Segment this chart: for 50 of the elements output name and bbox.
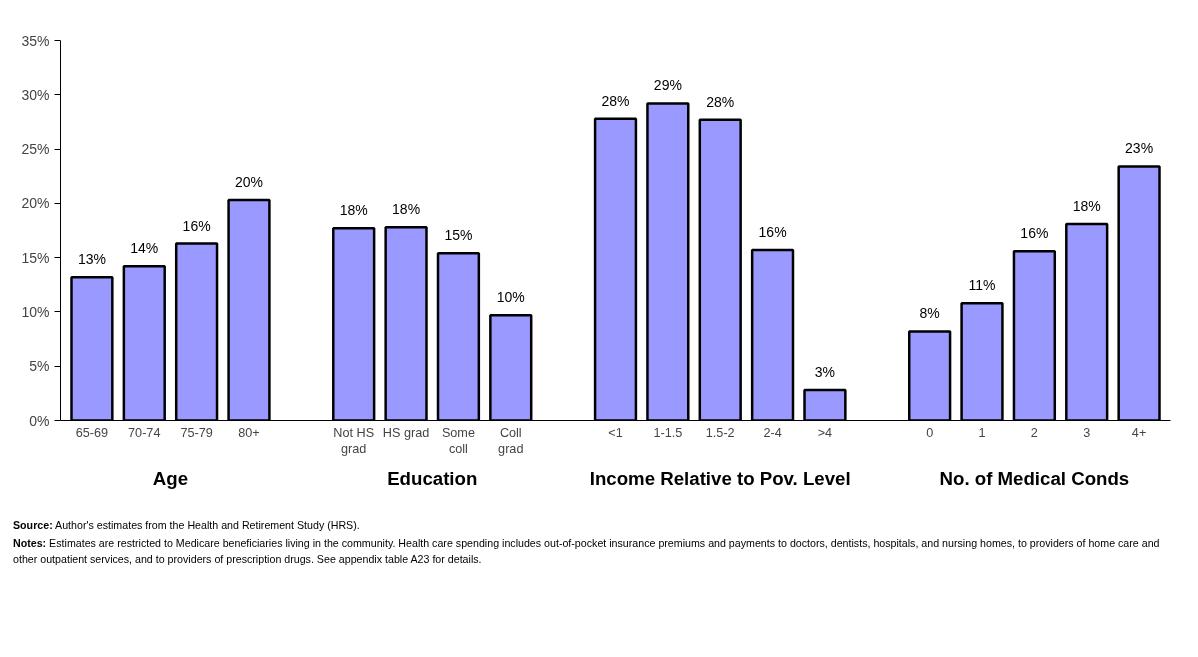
text: Notes: Estimates are restricted to Medicare beneficiaries living in the community. Health care spending includes out-of-pocket insurance premiums and payments to doctors, dentists, hospitals, and nursing homes, to providers of home care and other outpatient services, and to providers of prescription drugs. See appendix table A23 for details. [13, 536, 1161, 567]
data-label: 20% [234, 174, 264, 191]
data-label: 16% [182, 217, 211, 234]
data-label: 3% [814, 364, 836, 381]
text: No. of Medical Conds [939, 467, 1130, 489]
data-label: 16% [1020, 225, 1049, 242]
y-tick-label: 15% [21, 249, 50, 266]
y-tick-label: 30% [21, 86, 50, 103]
x-tick-label: 1.5-2 [705, 425, 735, 440]
x-tick-label: 1 [978, 425, 986, 440]
data-label: 15% [444, 227, 473, 244]
x-tick-label: 4+ [1131, 425, 1147, 440]
data-label: 28% [601, 92, 630, 109]
y-tick-label: 25% [21, 141, 50, 158]
x-tick-label: 2-4 [763, 425, 782, 440]
y-tick-label: 35% [21, 32, 50, 49]
x-tick-label: 0 [926, 425, 934, 440]
data-label: 11% [968, 277, 996, 294]
x-tick-label: 65-69 [75, 425, 109, 440]
x-tick-label: 80+ [238, 425, 260, 440]
y-tick-label: 0% [29, 412, 50, 429]
data-label: 29% [653, 77, 682, 94]
x-tick-label: 2 [1030, 425, 1038, 440]
data-label: 10% [496, 289, 525, 306]
data-label: 18% [1072, 197, 1101, 214]
text: Age [152, 467, 189, 489]
text: Education [387, 467, 478, 489]
data-label: 23% [1125, 140, 1154, 157]
data-label: 13% [77, 251, 106, 268]
data-label: 18% [339, 202, 368, 219]
source-note: Source: Author's estimates from the Health and Retirement Study (HRS). [13, 518, 361, 533]
data-label: 16% [758, 224, 787, 241]
x-tick-label: 1-1.5 [653, 425, 683, 440]
x-tick-label: Coll grad [498, 425, 524, 457]
x-tick-label: 70-74 [128, 425, 161, 440]
data-label: 8% [919, 305, 940, 322]
data-label: 18% [392, 201, 421, 218]
y-tick-label: 10% [21, 303, 50, 320]
x-tick-label: >4 [817, 425, 833, 440]
data-label: 28% [706, 93, 735, 110]
text: Income Relative to Pov. Level [589, 467, 851, 489]
x-tick-label: Some coll [441, 425, 475, 457]
x-tick-label: Not HS grad [333, 425, 375, 457]
y-tick-label: 5% [29, 358, 50, 375]
x-tick-label: 3 [1083, 425, 1091, 440]
x-tick-label: HS grad [382, 425, 430, 440]
x-tick-label: <1 [608, 425, 623, 440]
y-tick-label: 20% [21, 195, 50, 212]
x-tick-label: 75-79 [180, 425, 213, 440]
data-label: 14% [130, 240, 159, 257]
